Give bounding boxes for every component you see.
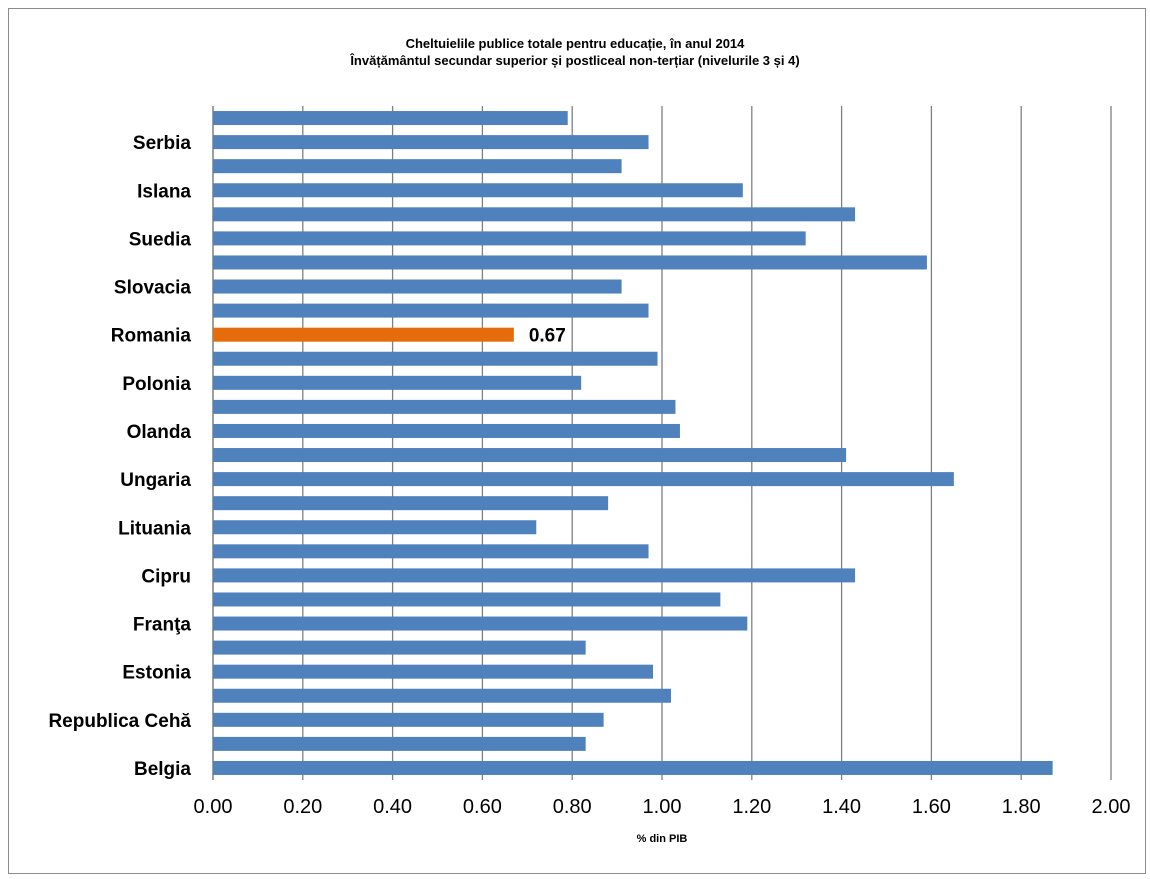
bar (213, 111, 568, 126)
bar (213, 712, 604, 727)
x-tick-label: 0.60 (463, 796, 502, 818)
x-tick-label: 0.00 (194, 796, 233, 818)
bar (213, 183, 743, 198)
bar (213, 135, 649, 150)
bar (213, 423, 680, 438)
category-label: Romania (111, 326, 192, 347)
x-tick-label: 0.20 (283, 796, 322, 818)
x-tick-label: 1.00 (643, 796, 682, 818)
bar (213, 448, 847, 463)
bar (213, 496, 609, 511)
bar (213, 159, 622, 174)
chart-title: Cheltuielile publice totale pentru educa… (405, 36, 745, 51)
x-tick-label: 1.60 (912, 796, 951, 818)
bar (213, 303, 649, 318)
bar (213, 255, 927, 270)
bar (213, 375, 582, 390)
category-label: Islana (137, 181, 191, 202)
category-label: Olanda (127, 422, 192, 443)
category-label: Republica Cehă (48, 711, 191, 732)
bar (213, 207, 856, 222)
bar (213, 592, 721, 607)
x-tick-label: 1.80 (1002, 796, 1041, 818)
x-axis-label: % din PIB (637, 833, 688, 845)
chart-subtitle: Învățământul secundar superior și postli… (350, 53, 800, 68)
x-tick-label: 1.20 (732, 796, 771, 818)
bar (213, 351, 658, 366)
bar (213, 736, 586, 751)
x-tick-label: 0.40 (373, 796, 412, 818)
x-tick-label: 2.00 (1092, 796, 1131, 818)
category-label: Ungaria (120, 470, 191, 491)
bar (213, 568, 856, 583)
category-label: Cipru (141, 566, 191, 587)
bar (213, 544, 649, 559)
category-label: Suedia (129, 229, 192, 250)
chart-frame (8, 8, 1146, 874)
bar (213, 472, 954, 487)
bar (213, 399, 676, 414)
category-label: Polonia (122, 374, 191, 395)
bar (213, 664, 654, 679)
category-label: Franţa (133, 615, 192, 636)
bar-highlight (213, 327, 514, 342)
bar (213, 520, 537, 535)
category-label: Belgia (134, 759, 191, 780)
bar (213, 616, 748, 631)
x-tick-label: 1.40 (822, 796, 861, 818)
bar (213, 279, 622, 294)
category-label: Estonia (122, 663, 191, 684)
category-label: Serbia (133, 133, 192, 154)
bar (213, 231, 806, 246)
data-label: 0.67 (529, 326, 566, 347)
category-label: Slovacia (114, 278, 192, 299)
bar (213, 640, 586, 655)
x-tick-label: 0.80 (553, 796, 592, 818)
category-label: Lituania (118, 518, 191, 539)
bar (213, 688, 671, 703)
bar (213, 760, 1053, 775)
